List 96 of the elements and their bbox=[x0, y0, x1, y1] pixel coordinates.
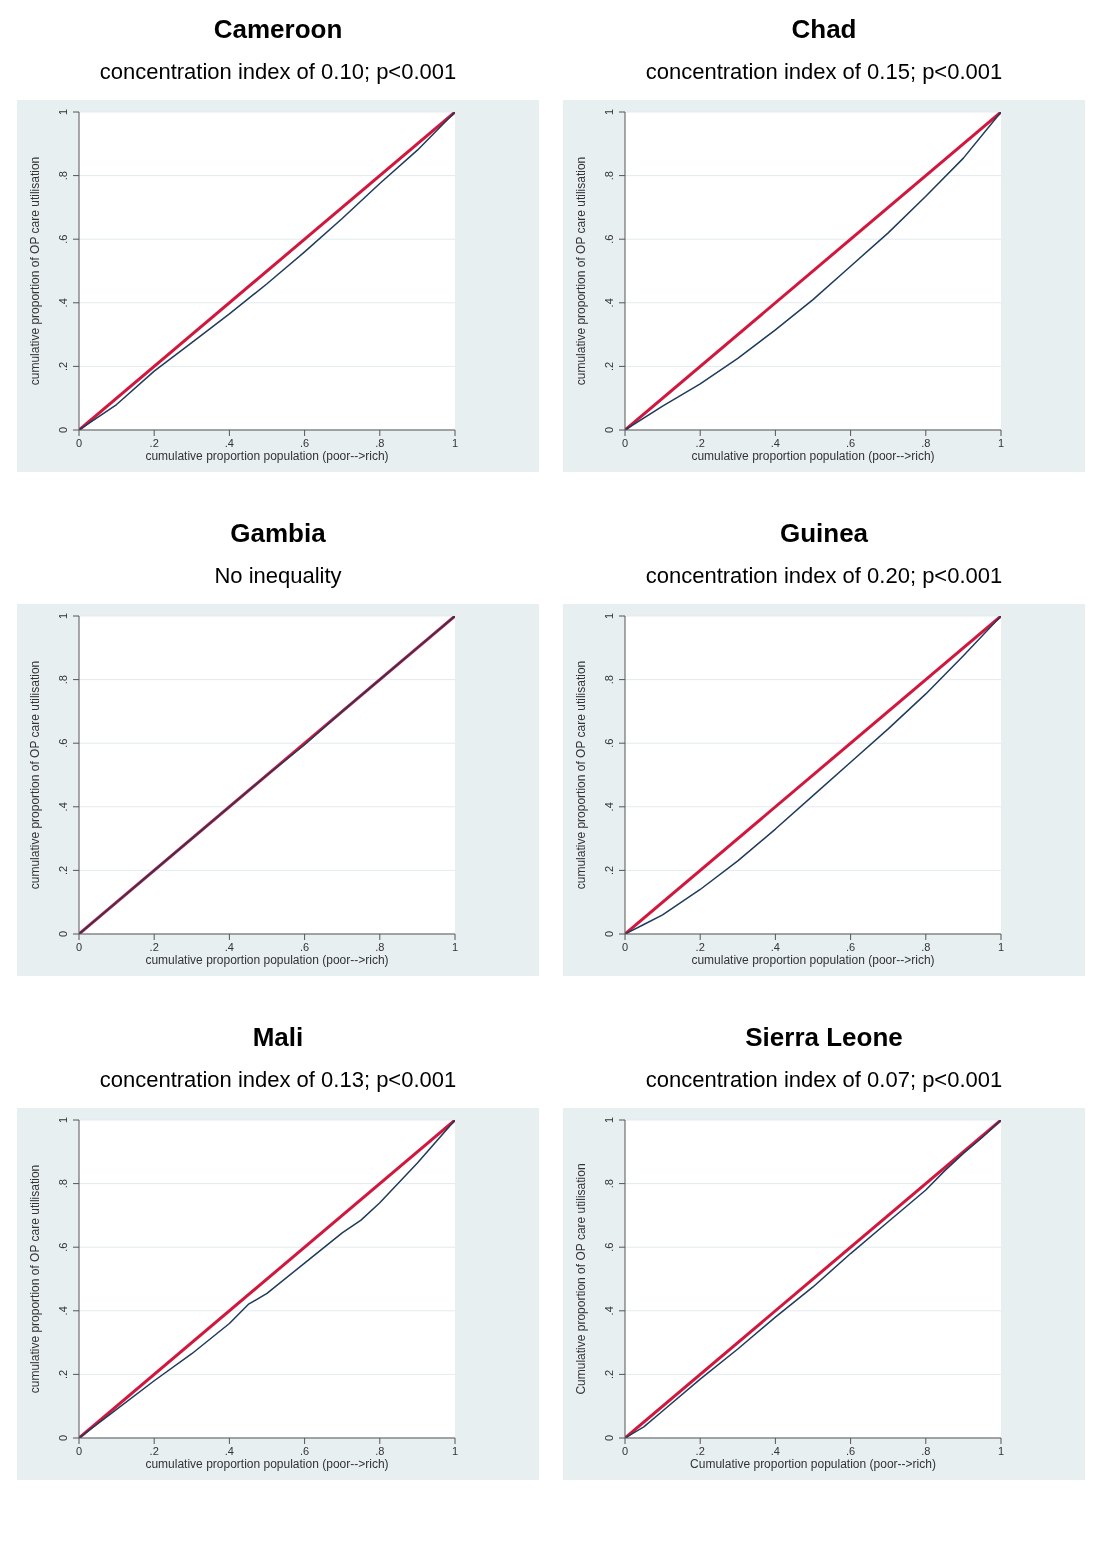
y-tick-label: 0 bbox=[603, 426, 615, 434]
x-tick-label: .2 bbox=[695, 437, 705, 449]
y-axis-title: cumulative proportion of OP care utilisation bbox=[28, 660, 43, 890]
y-tick-label: .6 bbox=[57, 738, 69, 748]
chart-title: Chad bbox=[791, 13, 857, 46]
y-tick-label: 1 bbox=[57, 108, 69, 116]
y-tick-label: .8 bbox=[603, 171, 615, 181]
y-tick-label: .8 bbox=[603, 1179, 615, 1189]
x-tick-label: .6 bbox=[300, 437, 310, 449]
chart-subtitle: concentration index of 0.13; p<0.001 bbox=[99, 1066, 457, 1094]
y-tick-label: .8 bbox=[57, 1179, 69, 1189]
y-tick-label: .6 bbox=[603, 738, 615, 748]
x-tick-label: .6 bbox=[300, 941, 310, 953]
chart-title: Gambia bbox=[230, 517, 326, 550]
x-axis-title: cumulative proportion population (poor-->rich) bbox=[145, 953, 389, 967]
y-tick-label: 1 bbox=[57, 1116, 69, 1124]
x-tick-label: .8 bbox=[375, 1445, 385, 1457]
y-tick-label: .4 bbox=[603, 1306, 615, 1316]
y-tick-label: .8 bbox=[603, 675, 615, 685]
x-tick-label: 1 bbox=[997, 941, 1005, 953]
x-tick-label: .2 bbox=[149, 1445, 159, 1457]
y-axis-title: cumulative proportion of OP care utilisation bbox=[574, 156, 589, 386]
y-tick-label: 0 bbox=[57, 1434, 69, 1442]
y-tick-label: 0 bbox=[603, 1434, 615, 1442]
x-tick-label: 1 bbox=[451, 1445, 459, 1457]
y-tick-label: 0 bbox=[57, 930, 69, 938]
y-tick-label: .8 bbox=[57, 675, 69, 685]
y-tick-label: .6 bbox=[603, 1242, 615, 1252]
x-tick-label: 0 bbox=[621, 1445, 629, 1457]
x-tick-label: 0 bbox=[75, 941, 83, 953]
x-tick-label: .8 bbox=[375, 941, 385, 953]
y-tick-label: .8 bbox=[57, 171, 69, 181]
x-tick-label: 0 bbox=[75, 1445, 83, 1457]
y-tick-label: .6 bbox=[603, 234, 615, 244]
y-tick-label: .6 bbox=[57, 1242, 69, 1252]
x-tick-label: .8 bbox=[921, 437, 931, 449]
y-axis-title: cumulative proportion of OP care utilisation bbox=[28, 1164, 43, 1394]
x-tick-label: 1 bbox=[997, 437, 1005, 449]
y-tick-label: .6 bbox=[57, 234, 69, 244]
x-tick-label: .2 bbox=[695, 941, 705, 953]
y-tick-label: .2 bbox=[57, 1369, 69, 1379]
y-tick-label: .4 bbox=[603, 802, 615, 812]
chart-title: Cameroon bbox=[213, 13, 343, 46]
y-tick-label: .2 bbox=[603, 1369, 615, 1379]
chart-subtitle: concentration index of 0.20; p<0.001 bbox=[645, 562, 1003, 590]
chart-subtitle: concentration index of 0.07; p<0.001 bbox=[645, 1066, 1003, 1094]
y-tick-label: 1 bbox=[603, 612, 615, 620]
x-tick-label: 1 bbox=[997, 1445, 1005, 1457]
x-tick-label: 1 bbox=[451, 941, 459, 953]
chart-subtitle: concentration index of 0.10; p<0.001 bbox=[99, 58, 457, 86]
x-tick-label: 0 bbox=[621, 437, 629, 449]
y-tick-label: .2 bbox=[57, 865, 69, 875]
y-tick-label: .2 bbox=[603, 361, 615, 371]
y-tick-label: .2 bbox=[57, 361, 69, 371]
x-tick-label: .6 bbox=[846, 1445, 856, 1457]
y-tick-label: 0 bbox=[603, 930, 615, 938]
x-tick-label: .6 bbox=[846, 437, 856, 449]
x-tick-label: .2 bbox=[695, 1445, 705, 1457]
x-tick-label: .8 bbox=[921, 1445, 931, 1457]
x-tick-label: .8 bbox=[375, 437, 385, 449]
y-tick-label: 0 bbox=[57, 426, 69, 434]
chart-subtitle: No inequality bbox=[214, 562, 342, 590]
x-tick-label: 0 bbox=[621, 941, 629, 953]
x-tick-label: .6 bbox=[846, 941, 856, 953]
x-axis-title: cumulative proportion population (poor-->rich) bbox=[145, 1457, 389, 1471]
chart-title: Mali bbox=[252, 1021, 304, 1054]
x-tick-label: .4 bbox=[224, 941, 234, 953]
y-tick-label: .2 bbox=[603, 865, 615, 875]
x-tick-label: .4 bbox=[224, 437, 234, 449]
y-axis-title: cumulative proportion of OP care utilisation bbox=[574, 660, 589, 890]
y-tick-label: 1 bbox=[57, 612, 69, 620]
x-tick-label: .6 bbox=[300, 1445, 310, 1457]
y-axis-title: cumulative proportion of OP care utilisation bbox=[28, 156, 43, 386]
x-tick-label: .4 bbox=[224, 1445, 234, 1457]
x-tick-label: .4 bbox=[770, 1445, 780, 1457]
y-tick-label: .4 bbox=[57, 1306, 69, 1316]
x-tick-label: .2 bbox=[149, 437, 159, 449]
x-tick-label: .4 bbox=[770, 941, 780, 953]
chart-title: Sierra Leone bbox=[745, 1021, 903, 1054]
x-tick-label: .8 bbox=[921, 941, 931, 953]
y-tick-label: 1 bbox=[603, 1116, 615, 1124]
x-tick-label: .4 bbox=[770, 437, 780, 449]
x-axis-title: cumulative proportion population (poor-->rich) bbox=[691, 953, 935, 967]
y-tick-label: .4 bbox=[57, 802, 69, 812]
y-tick-label: .4 bbox=[603, 298, 615, 308]
chart-title: Guinea bbox=[779, 517, 869, 550]
x-axis-title: Cumulative proportion population (poor-->rich) bbox=[690, 1457, 936, 1471]
y-tick-label: 1 bbox=[603, 108, 615, 116]
chart-subtitle: concentration index of 0.15; p<0.001 bbox=[645, 58, 1003, 86]
y-axis-title: Cumulative proportion of OP care utilisation bbox=[574, 1163, 589, 1395]
x-axis-title: cumulative proportion population (poor-->rich) bbox=[145, 449, 389, 463]
y-tick-label: .4 bbox=[57, 298, 69, 308]
x-tick-label: 0 bbox=[75, 437, 83, 449]
x-tick-label: .2 bbox=[149, 941, 159, 953]
x-tick-label: 1 bbox=[451, 437, 459, 449]
x-axis-title: cumulative proportion population (poor-->rich) bbox=[691, 449, 935, 463]
